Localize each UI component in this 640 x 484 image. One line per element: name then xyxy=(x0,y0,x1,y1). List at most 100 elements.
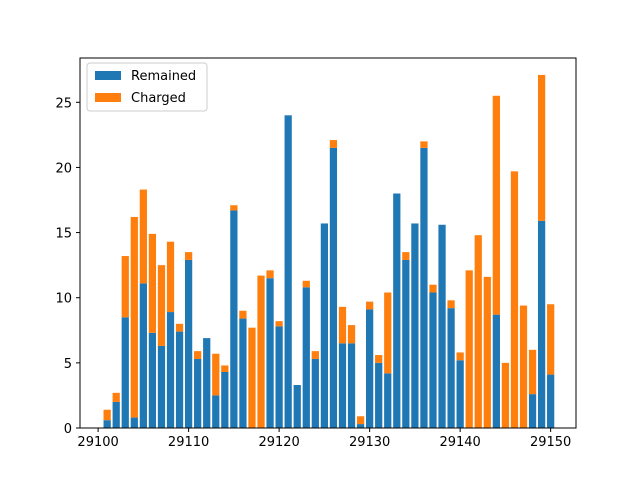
bar-remained-29101 xyxy=(103,420,111,428)
bar-charged-29106 xyxy=(148,233,157,333)
bar-charged-29118 xyxy=(257,275,265,428)
bar-remained-29140 xyxy=(456,360,464,428)
bar-remained-29122 xyxy=(293,385,301,428)
bar-remained-29110 xyxy=(184,259,193,428)
bar-charged-29140 xyxy=(456,352,464,361)
bar-remained-29121 xyxy=(284,115,292,428)
bar-charged-29131 xyxy=(375,355,383,363)
bar-charged-29146 xyxy=(510,171,519,428)
bar-charged-29130 xyxy=(366,301,374,310)
bar-charged-29116 xyxy=(239,310,247,319)
bar-remained-29149 xyxy=(537,220,546,428)
bar-remained-29108 xyxy=(166,312,175,428)
bar-charged-29143 xyxy=(483,276,491,428)
bar-remained-29126 xyxy=(329,147,338,428)
legend: Remained Charged xyxy=(86,62,208,112)
y-tick-label: 10 xyxy=(55,292,72,307)
bar-charged-29115 xyxy=(230,205,238,211)
bar-remained-29136 xyxy=(420,147,428,428)
legend-label-remained: Remained xyxy=(131,69,196,84)
legend-label-charged: Charged xyxy=(131,91,186,106)
y-tick-label: 25 xyxy=(55,96,72,111)
bar-remained-29113 xyxy=(212,395,220,428)
bar-remained-29137 xyxy=(429,292,437,428)
bar-remained-29105 xyxy=(139,283,147,428)
bar-remained-29114 xyxy=(221,371,229,428)
bar-charged-29142 xyxy=(474,235,482,428)
bar-charged-29113 xyxy=(212,353,220,396)
bar-charged-29120 xyxy=(275,321,283,327)
bar-charged-29139 xyxy=(447,300,455,309)
bar-charged-29141 xyxy=(465,270,473,428)
legend-swatch-charged xyxy=(95,93,121,102)
bar-charged-29101 xyxy=(103,409,111,421)
bar-charged-29111 xyxy=(194,351,202,359)
bar-remained-29106 xyxy=(148,332,157,428)
bar-remained-29102 xyxy=(112,401,120,428)
x-tick-label: 29150 xyxy=(530,435,571,450)
bar-remained-29135 xyxy=(411,223,419,428)
bar-charged-29109 xyxy=(175,323,184,332)
bar-charged-29108 xyxy=(166,241,175,313)
bar-charged-29102 xyxy=(112,392,120,402)
bar-remained-29111 xyxy=(194,358,202,428)
x-tick-label: 29140 xyxy=(439,435,480,450)
bar-remained-29125 xyxy=(320,223,328,428)
y-tick-label: 15 xyxy=(55,227,72,242)
bar-remained-29120 xyxy=(275,326,283,428)
bar-charged-29117 xyxy=(248,327,256,428)
y-tick-label: 5 xyxy=(64,357,72,372)
bar-charged-29134 xyxy=(402,252,410,260)
x-tick-label: 29130 xyxy=(349,435,390,450)
bar-remained-29123 xyxy=(302,287,310,428)
y-tick-label: 0 xyxy=(64,422,72,437)
bar-remained-29139 xyxy=(447,308,455,428)
x-tick-label: 29120 xyxy=(258,435,299,450)
bar-charged-29123 xyxy=(302,280,310,288)
bar-charged-29126 xyxy=(329,140,338,148)
bar-charged-29144 xyxy=(492,95,500,315)
bar-remained-29128 xyxy=(347,343,356,428)
bar-remained-29107 xyxy=(157,345,166,428)
bar-remained-29109 xyxy=(175,331,184,428)
bar-charged-29104 xyxy=(130,216,138,418)
bar-remained-29103 xyxy=(121,317,129,428)
bar-remained-29133 xyxy=(393,193,401,428)
x-tick-label: 29100 xyxy=(77,435,118,450)
bar-remained-29115 xyxy=(230,210,238,428)
bar-remained-29144 xyxy=(492,314,500,428)
bar-charged-29110 xyxy=(184,252,193,260)
bar-remained-29131 xyxy=(375,362,383,428)
y-tick-label: 20 xyxy=(55,161,72,176)
bar-remained-29130 xyxy=(366,309,374,428)
bar-remained-29116 xyxy=(239,318,247,428)
bar-charged-29129 xyxy=(356,416,365,425)
x-tick-label: 29110 xyxy=(168,435,209,450)
bar-remained-29138 xyxy=(438,224,446,428)
bar-charged-29148 xyxy=(528,349,537,395)
bar-charged-29137 xyxy=(429,284,437,293)
bar-charged-29119 xyxy=(266,270,274,279)
bar-charged-29149 xyxy=(537,74,546,221)
bar-remained-29119 xyxy=(266,278,274,428)
bar-remained-29104 xyxy=(130,417,138,428)
bar-charged-29145 xyxy=(501,362,510,428)
y-axis: 0 5 10 15 20 25 xyxy=(55,96,80,437)
plot-frame xyxy=(79,57,577,429)
bar-remained-29127 xyxy=(338,343,347,428)
bar-charged-29147 xyxy=(519,305,528,428)
legend-swatch-remained xyxy=(95,71,121,80)
bar-charged-29128 xyxy=(347,325,356,344)
bar-charged-29124 xyxy=(311,351,319,359)
bar-charged-29114 xyxy=(221,365,229,372)
bars-layer xyxy=(103,74,555,428)
bar-charged-29107 xyxy=(157,265,166,346)
x-axis: 29100 29110 29120 29130 29140 29150 xyxy=(77,428,571,450)
bar-remained-29124 xyxy=(311,358,319,428)
bar-charged-29127 xyxy=(338,306,347,344)
bar-charged-29136 xyxy=(420,141,428,148)
bar-remained-29112 xyxy=(203,338,211,428)
bar-remained-29150 xyxy=(547,374,555,428)
